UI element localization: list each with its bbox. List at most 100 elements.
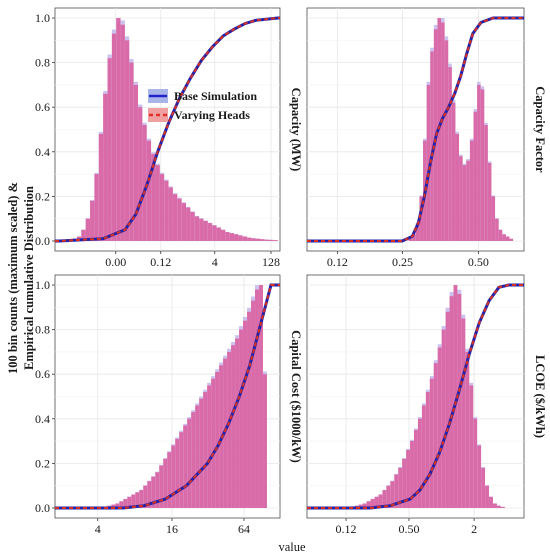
panel-1: 0.0 0.2 0.4 0.6 0.8 1.0 0.00 0.12 4 128 Capacity (… [35, 7, 303, 269]
x-tick-label: 0.50 [398, 522, 419, 536]
x-axis-title: value [278, 540, 306, 554]
hist-bar [251, 300, 255, 508]
hist-bar [247, 311, 251, 508]
hist-bar [186, 207, 191, 241]
legend-item: Base Simulation [148, 89, 257, 103]
hist-bar [207, 223, 213, 241]
hist-bar [498, 229, 503, 241]
hist-bar [412, 234, 416, 241]
hist-bar [260, 239, 265, 241]
hist-bar [221, 229, 226, 241]
hist-bar [238, 235, 243, 241]
x-tick-label: 0.12 [327, 255, 348, 269]
hist-bar [243, 320, 247, 508]
hist-bar [199, 218, 204, 241]
y-tick-label: 0.0 [35, 234, 50, 248]
ecdf-line-varying-heads [307, 17, 524, 242]
hist-bar [415, 223, 420, 241]
hist-bar [239, 329, 243, 508]
hist-bar [235, 338, 239, 508]
hist-bar [457, 293, 462, 508]
hist-bar [469, 140, 474, 241]
y-tick-label: 0.6 [35, 367, 50, 381]
hist-bar [190, 211, 195, 241]
hist-bar [251, 238, 256, 241]
hist-bar [481, 467, 486, 508]
y-tick-label: 0.6 [35, 100, 50, 114]
hist-bar [398, 467, 403, 508]
ecdf-line-varying-heads [55, 284, 280, 509]
hist-bar [120, 24, 125, 241]
hist-bar [151, 476, 156, 508]
hist-bar [465, 351, 470, 508]
hist-bar [115, 503, 120, 508]
hist-bar [242, 236, 248, 241]
hist-bar [473, 111, 478, 241]
hist-bar [203, 392, 208, 508]
hist-bar [378, 494, 383, 508]
hist-bar [111, 33, 117, 241]
hist-bar [445, 311, 450, 508]
legend-label: Varying Heads [174, 108, 250, 122]
hist-bar [94, 174, 99, 241]
hist-bar [477, 84, 481, 241]
hist-bar [111, 504, 116, 508]
hist-bar [85, 218, 90, 241]
hist-bar [495, 218, 499, 241]
hist-bar [484, 125, 488, 241]
hist-bar [191, 412, 196, 508]
hist-bar [227, 351, 232, 508]
hist-bar [216, 227, 221, 241]
hist-bar [259, 285, 263, 508]
hist-bar [138, 107, 143, 241]
hist-bar [448, 67, 452, 241]
facet-strip-label: LCOE ($/kWh) [533, 355, 547, 438]
hist-bar [366, 501, 371, 508]
x-tick-label: 0.12 [336, 522, 357, 536]
hist-bar [496, 505, 501, 508]
y-tick-label: 0.0 [35, 501, 50, 515]
x-tick-label: 64 [238, 522, 250, 536]
hist-bar [90, 200, 95, 241]
hist-bar [131, 494, 136, 508]
hist-bar [382, 490, 387, 508]
hist-bar [477, 445, 482, 508]
hist-bar [146, 140, 152, 241]
hist-bar [199, 398, 204, 508]
hist-bar [164, 180, 169, 241]
hist-bar [444, 40, 449, 241]
hist-bar [441, 329, 446, 508]
hist-bar [163, 458, 168, 508]
hist-bar [247, 237, 252, 241]
hist-bar [402, 458, 407, 508]
ecdf-line-varying-heads [55, 17, 280, 242]
hist-bar [127, 496, 132, 508]
y-axis-title-line-1: 100 bin counts (maximum scaled) & [6, 182, 20, 374]
hist-bar [489, 496, 493, 508]
hist-bar [255, 238, 261, 241]
hist-bar [453, 285, 458, 508]
legend-item: Varying Heads [148, 108, 250, 122]
x-tick-label: 128 [262, 255, 280, 269]
hist-bar [410, 441, 414, 508]
hist-bar [273, 240, 278, 241]
hist-bar [433, 363, 438, 508]
hist-bar [255, 289, 259, 508]
hist-bar [98, 133, 104, 241]
hist-bar [177, 198, 182, 241]
y-tick-label: 1.0 [35, 278, 50, 292]
hist-bar [449, 296, 454, 508]
y-axis-title: 100 bin counts (maximum scaled) & Empiri… [6, 182, 36, 374]
x-tick-label: 0.50 [468, 255, 489, 269]
hist-bar [123, 499, 128, 508]
hist-bar [129, 62, 134, 241]
hist-bar [362, 503, 367, 508]
hist-bar [81, 229, 86, 241]
facet-strip-label: Capacity (MW) [289, 88, 303, 172]
hist-bar [505, 236, 510, 241]
hist-bar [441, 22, 445, 241]
y-tick-label: 1.0 [35, 11, 50, 25]
hist-bar [133, 84, 138, 241]
hist-bar [203, 220, 208, 241]
hist-bar [135, 492, 140, 508]
